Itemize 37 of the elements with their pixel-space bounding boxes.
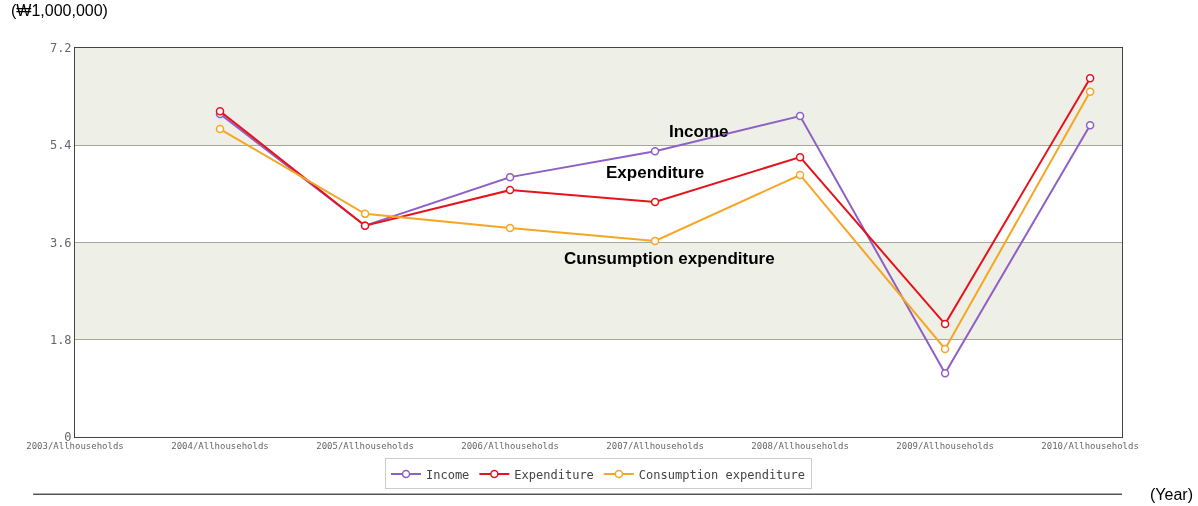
point <box>215 124 225 134</box>
y-axis-title: (₩1,000,000) <box>11 2 108 19</box>
point <box>650 146 660 156</box>
x-axis-title: (Year) <box>1150 486 1193 503</box>
x-tick-label: 2007/Allhouseholds <box>606 440 704 451</box>
x-tick-label: 2008/Allhouseholds <box>751 440 849 451</box>
legend-label: Expenditure <box>514 467 594 482</box>
legend-label: Consumption expenditure <box>638 467 806 482</box>
x-tick-label: 2006/Allhouseholds <box>461 440 559 451</box>
point <box>1085 121 1095 130</box>
x-tick-label: 2003/Allhouseholds <box>26 440 124 451</box>
point <box>795 152 805 162</box>
point <box>505 172 515 182</box>
x-tick-label: 2004/Allhouseholds <box>171 440 269 451</box>
annotation: Expenditure <box>606 163 705 182</box>
x-tick-label: 2010/Allhouseholds <box>1041 440 1139 451</box>
point <box>650 236 660 246</box>
point <box>795 111 805 121</box>
point <box>650 197 660 207</box>
point <box>940 344 950 354</box>
point <box>505 223 515 233</box>
point <box>940 319 950 329</box>
point <box>795 170 805 180</box>
annotation: Income <box>669 122 729 141</box>
y-tick-label: 3.6 <box>49 235 72 250</box>
x-tick-label: 2005/Allhouseholds <box>316 440 414 451</box>
legend-label: Income <box>426 467 470 482</box>
y-tick-label: 1.8 <box>49 332 72 347</box>
x-tick-label: 2009/Allhouseholds <box>896 440 994 451</box>
y-tick-label: 7.2 <box>49 41 72 56</box>
y-tick-label: 5.4 <box>49 138 72 153</box>
point <box>1085 74 1095 83</box>
point <box>505 185 515 195</box>
point <box>940 369 950 378</box>
point <box>1085 87 1095 97</box>
annotation: Cunsumption expenditure <box>564 249 775 268</box>
point <box>360 209 370 219</box>
